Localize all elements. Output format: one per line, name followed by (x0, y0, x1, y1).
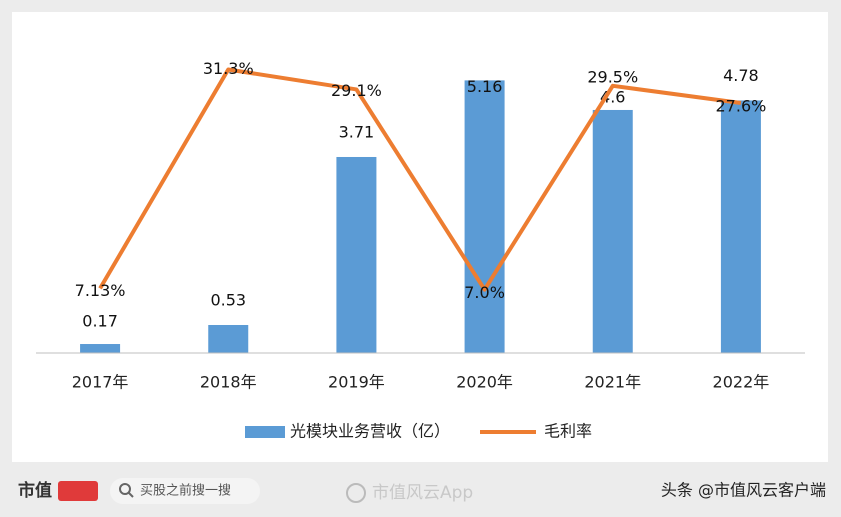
weibo-icon (346, 483, 366, 503)
search-icon (128, 492, 134, 498)
search-placeholder: 买股之前搜一搜 (140, 483, 231, 499)
chart-background (12, 12, 828, 462)
bar (720, 100, 761, 353)
legend-swatch (245, 426, 285, 438)
footer-logo: 市值 (18, 480, 52, 501)
line-value-label: 27.6% (716, 97, 767, 116)
x-tick-label: 2020年 (456, 373, 513, 392)
bar (336, 156, 377, 353)
bar (208, 324, 249, 353)
line-value-label: 29.5% (587, 67, 638, 86)
bar (464, 80, 505, 353)
bar-value-label: 4.78 (723, 66, 759, 85)
x-tick-label: 2018年 (200, 373, 257, 392)
line-value-label: 29.1% (331, 81, 382, 100)
search-box[interactable] (110, 478, 260, 504)
footer-app: 市值风云App (372, 483, 473, 503)
bar-value-label: 5.16 (467, 77, 503, 96)
bar-value-label: 3.71 (339, 122, 375, 141)
bar-value-label: 0.17 (82, 312, 118, 331)
bar-value-label: 0.53 (210, 290, 246, 309)
x-tick-label: 2021年 (584, 373, 641, 392)
search-icon (119, 483, 131, 495)
bar (592, 109, 633, 353)
line-value-label: 31.3% (203, 59, 254, 78)
line (98, 67, 742, 292)
x-tick-label: 2017年 (72, 373, 129, 392)
legend-label: 毛利率 (544, 422, 592, 441)
line-value-label: 7.13% (75, 281, 126, 300)
logo-badge (58, 481, 98, 501)
footer-source: 头条 @市值风云客户端 (661, 481, 826, 500)
legend-label: 光模块业务营收（亿） (290, 422, 450, 441)
x-tick-label: 2022年 (713, 373, 770, 392)
x-tick-label: 2019年 (328, 373, 385, 392)
bar (80, 344, 121, 353)
line-value-label: 7.0% (464, 283, 505, 302)
